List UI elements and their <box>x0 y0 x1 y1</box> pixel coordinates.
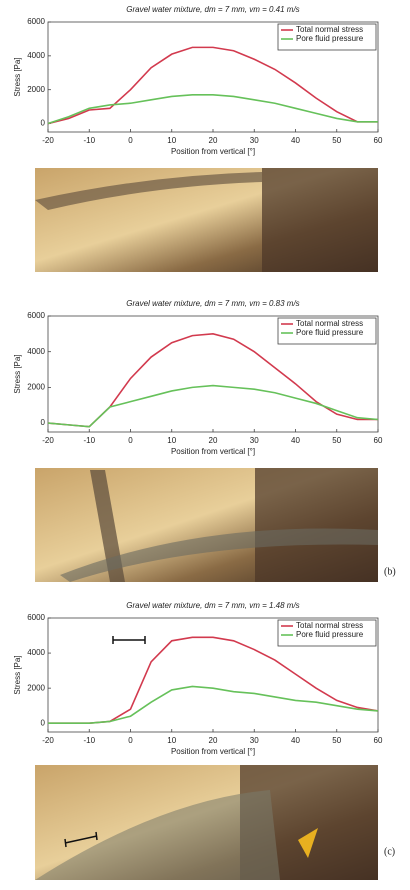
x-tick-label: 20 <box>209 436 218 445</box>
x-tick-label: 30 <box>250 736 259 745</box>
x-axis-label: Position from vertical [°] <box>171 747 255 756</box>
y-tick-label: 6000 <box>27 311 45 320</box>
y-tick-label: 0 <box>41 119 46 128</box>
x-axis-label: Position from vertical [°] <box>171 447 255 456</box>
x-tick-label: 20 <box>209 136 218 145</box>
y-tick-label: 2000 <box>27 85 45 94</box>
data-line <box>48 334 378 427</box>
x-tick-label: 30 <box>250 436 259 445</box>
x-tick-label: 60 <box>374 736 383 745</box>
data-line <box>48 47 378 123</box>
chart-title: Gravel water mixture, dm = 7 mm, vm = 1.… <box>126 601 299 610</box>
y-axis-label: Stress [Pa] <box>13 354 22 393</box>
x-tick-label: -20 <box>42 436 54 445</box>
x-tick-label: 50 <box>332 736 341 745</box>
scale-bar <box>113 636 145 644</box>
x-tick-label: 30 <box>250 136 259 145</box>
x-tick-label: 20 <box>209 736 218 745</box>
y-tick-label: 2000 <box>27 382 45 391</box>
data-line <box>48 686 378 723</box>
chart-title: Gravel water mixture, dm = 7 mm, vm = 0.… <box>126 5 299 14</box>
y-axis-label: Stress [Pa] <box>13 57 22 96</box>
x-tick-label: 40 <box>291 436 300 445</box>
x-tick-label: 60 <box>374 136 383 145</box>
legend-label: Pore fluid pressure <box>296 34 364 43</box>
x-axis-label: Position from vertical [°] <box>171 147 255 156</box>
data-line <box>48 386 378 427</box>
photo <box>35 765 378 880</box>
x-tick-label: 50 <box>332 136 341 145</box>
x-tick-label: 50 <box>332 436 341 445</box>
photo <box>35 168 378 272</box>
x-tick-label: 40 <box>291 736 300 745</box>
legend-label: Pore fluid pressure <box>296 328 364 337</box>
y-tick-label: 4000 <box>27 648 45 657</box>
chart-title: Gravel water mixture, dm = 7 mm, vm = 0.… <box>126 299 299 308</box>
legend-label: Total normal stress <box>296 319 363 328</box>
x-tick-label: -10 <box>83 736 95 745</box>
x-tick-label: -10 <box>83 436 95 445</box>
figure: Gravel water mixture, dm = 7 mm, vm = 0.… <box>0 0 410 885</box>
data-line <box>48 637 378 723</box>
legend-label: Pore fluid pressure <box>296 630 364 639</box>
y-tick-label: 0 <box>41 718 46 727</box>
legend-label: Total normal stress <box>296 25 363 34</box>
x-tick-label: -20 <box>42 136 54 145</box>
x-tick-label: 10 <box>167 136 176 145</box>
x-tick-label: 0 <box>128 436 133 445</box>
x-tick-label: -20 <box>42 736 54 745</box>
y-tick-label: 2000 <box>27 683 45 692</box>
y-tick-label: 0 <box>41 418 46 427</box>
y-tick-label: 6000 <box>27 613 45 622</box>
panel-label: (b) <box>384 566 396 577</box>
x-tick-label: 60 <box>374 436 383 445</box>
page: {"chart_data": [ {"type": "line", "title… <box>0 0 410 890</box>
x-tick-label: 10 <box>167 736 176 745</box>
x-tick-label: 40 <box>291 136 300 145</box>
x-tick-label: 0 <box>128 136 133 145</box>
x-tick-label: 0 <box>128 736 133 745</box>
y-tick-label: 6000 <box>27 17 45 26</box>
panel-label: (c) <box>384 846 395 857</box>
x-tick-label: 10 <box>167 436 176 445</box>
y-tick-label: 4000 <box>27 51 45 60</box>
y-tick-label: 4000 <box>27 347 45 356</box>
x-tick-label: -10 <box>83 136 95 145</box>
y-axis-label: Stress [Pa] <box>13 655 22 694</box>
legend-label: Total normal stress <box>296 621 363 630</box>
photo <box>35 468 378 582</box>
